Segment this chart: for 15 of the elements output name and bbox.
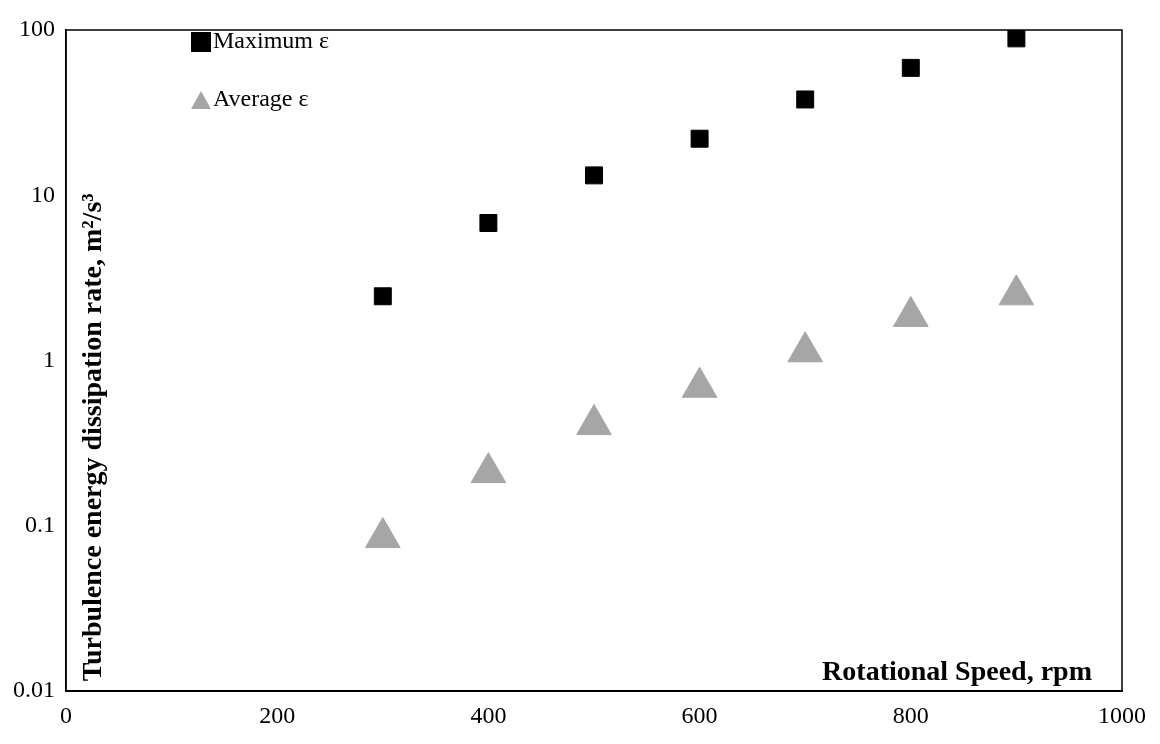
y-tick-label: 0.1 <box>25 511 55 538</box>
x-tick-label: 0 <box>60 701 72 728</box>
x-tick-label: 1000 <box>1098 701 1146 728</box>
x-tick-label: 200 <box>259 701 296 728</box>
x-tick-label: 800 <box>892 701 929 728</box>
x-tick-label: 600 <box>681 701 718 728</box>
y-axis-title: Turbulence energy dissipation rate, m²/s³ <box>76 193 108 682</box>
x-tick-label: 400 <box>470 701 507 728</box>
y-tick-label: 0.01 <box>13 676 55 703</box>
x-axis-title: Rotational Speed, rpm <box>822 655 1092 687</box>
legend-label: Maximum ε <box>213 27 330 54</box>
y-tick-label: 10 <box>31 180 55 207</box>
y-tick-label: 1 <box>43 345 55 372</box>
y-tick-label: 100 <box>19 15 55 42</box>
legend-label: Average ε <box>213 85 309 112</box>
